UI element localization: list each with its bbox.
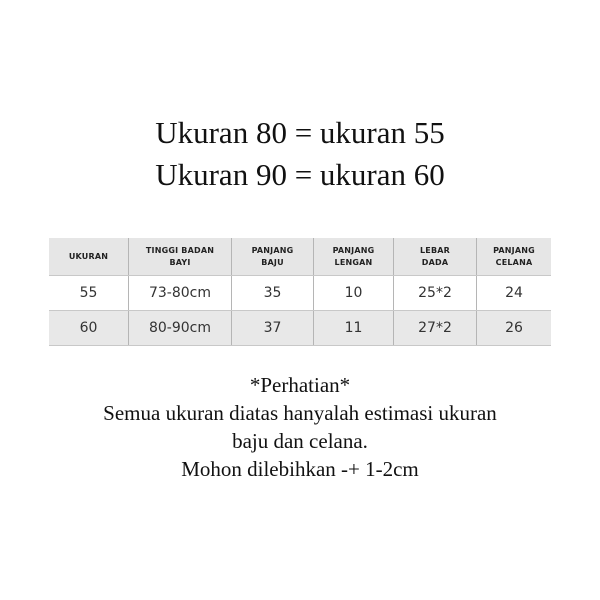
cell: 73-80cm xyxy=(128,275,232,311)
header-panjang-celana: PANJANG CELANA xyxy=(476,238,551,276)
cell: 37 xyxy=(231,310,314,346)
cell: 25*2 xyxy=(393,275,477,311)
header-tinggi-badan: TINGGI BADAN BAYI xyxy=(128,238,232,276)
note-heading: *Perhatian* xyxy=(249,373,351,397)
table-row: 55 73-80cm 35 10 25*2 24 xyxy=(49,275,551,311)
note-line: Semua ukuran diatas hanyalah estimasi uk… xyxy=(103,401,497,425)
note-line: Mohon dilebihkan -+ 1-2cm xyxy=(181,457,419,481)
cell: 80-90cm xyxy=(128,310,232,346)
note-line: baju dan celana. xyxy=(232,429,368,453)
cell: 11 xyxy=(313,310,394,346)
cell: 60 xyxy=(49,310,129,346)
cell: 26 xyxy=(476,310,551,346)
title-line-2: Ukuran 90 = ukuran 60 xyxy=(155,157,445,192)
header-panjang-lengan: PANJANG LENGAN xyxy=(313,238,394,276)
cell: 24 xyxy=(476,275,551,311)
size-table: UKURAN TINGGI BADAN BAYI PANJANG BAJU PANJ… xyxy=(49,238,551,346)
cell: 10 xyxy=(313,275,394,311)
header-panjang-baju: PANJANG BAJU xyxy=(231,238,314,276)
note: *Perhatian* Semua ukuran diatas hanyalah… xyxy=(0,371,600,483)
title-line-1: Ukuran 80 = ukuran 55 xyxy=(155,115,445,150)
table-header-row: UKURAN TINGGI BADAN BAYI PANJANG BAJU PANJ… xyxy=(49,238,551,276)
cell: 35 xyxy=(231,275,314,311)
cell: 27*2 xyxy=(393,310,477,346)
cell: 55 xyxy=(49,275,129,311)
header-ukuran: UKURAN xyxy=(49,238,129,276)
header-lebar-dada: LEBAR DADA xyxy=(393,238,477,276)
table-row: 60 80-90cm 37 11 27*2 26 xyxy=(49,310,551,346)
